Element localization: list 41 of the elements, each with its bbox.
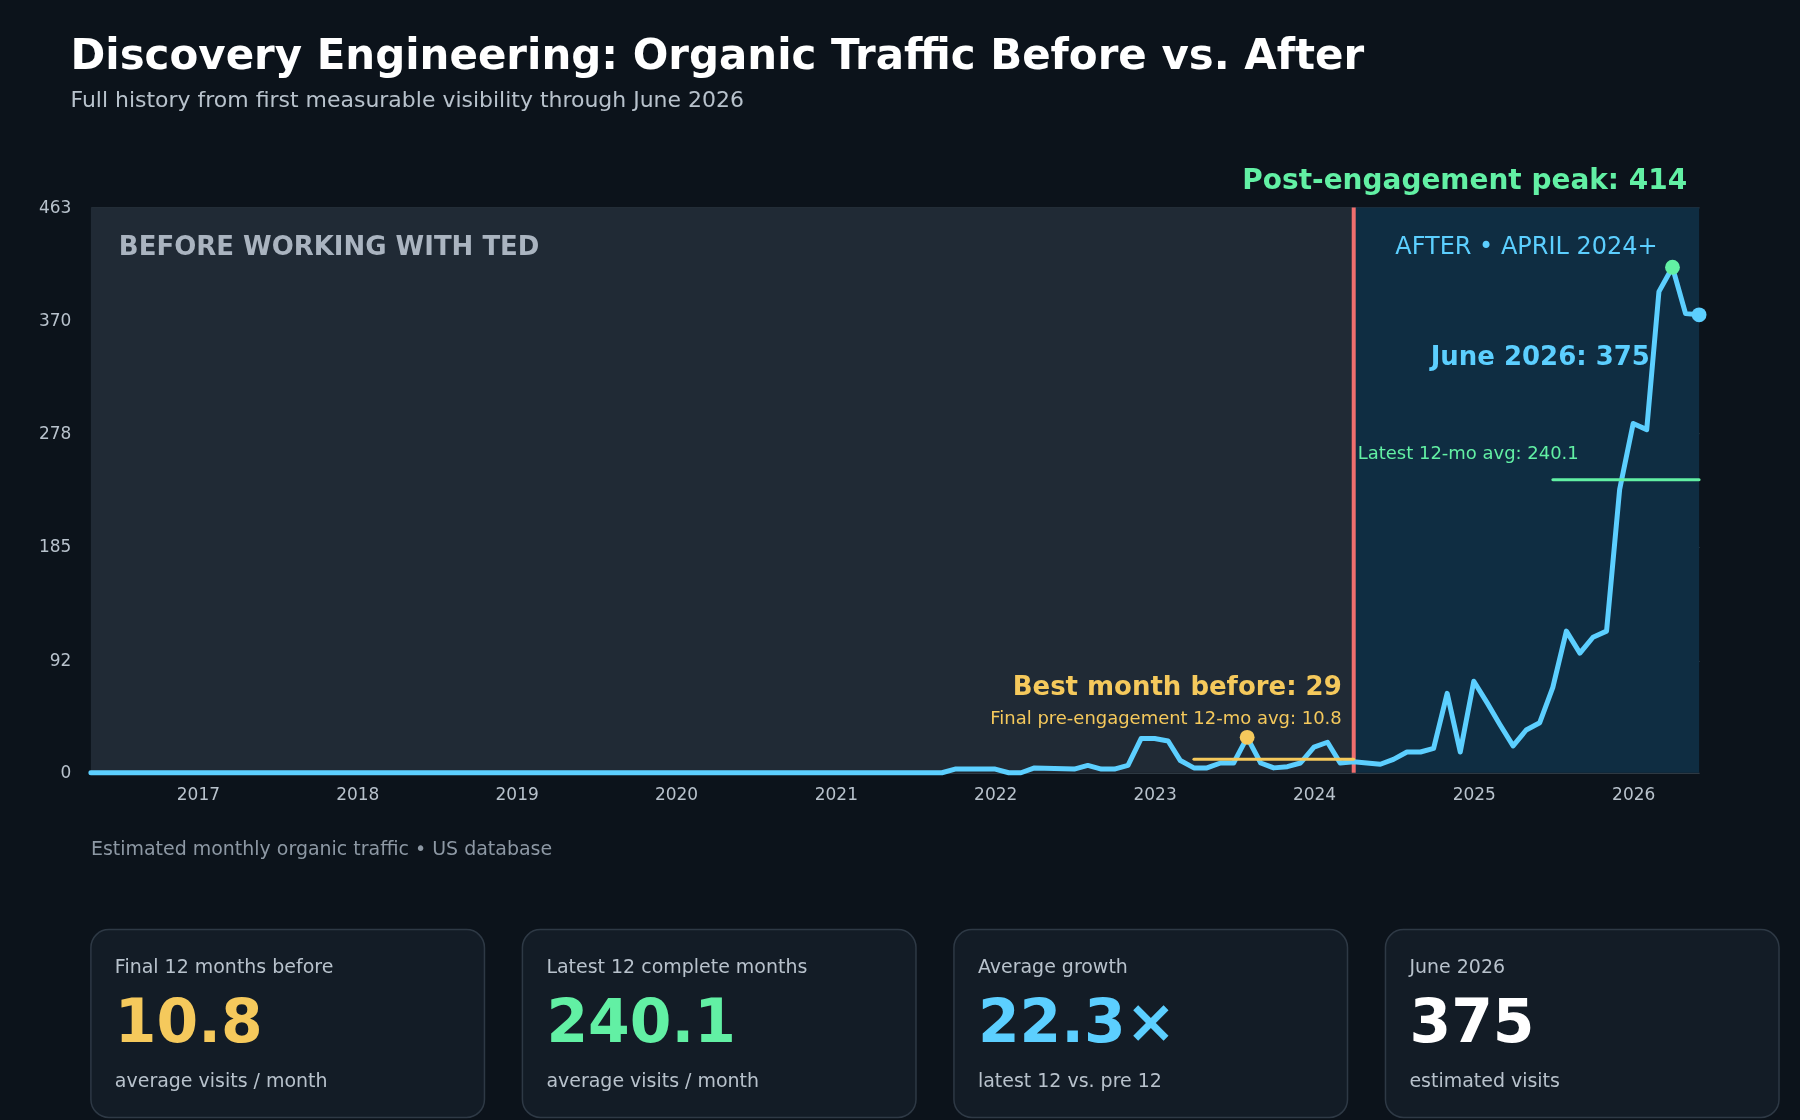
y-tick-label: 92 [49, 649, 72, 670]
text: 240.1 [546, 986, 736, 1057]
band-label: BEFORE WORKING WITH TED [118, 231, 540, 262]
x-tick-label: 2019 [495, 784, 539, 805]
x-tick-label: 2024 [1292, 784, 1337, 805]
text: Final 12 months before [114, 954, 334, 977]
text: 375 [1409, 986, 1535, 1057]
chart-title: Discovery Engineering: Organic Traffic Before vs. After [70, 29, 1365, 79]
text: latest 12 vs. pre 12 [977, 1069, 1162, 1092]
text: average visits / month [114, 1069, 328, 1092]
x-tick-label: 2022 [974, 784, 1018, 805]
band-label: AFTER • APRIL 2024+ [1395, 232, 1658, 261]
text: estimated visits [1409, 1069, 1560, 1092]
annotation: Best month before: 29 [1012, 670, 1342, 701]
text: Latest 12 complete months [546, 954, 808, 977]
annotation: Final pre-engagement 12-mo avg: 10.8 [990, 706, 1342, 728]
x-tick-label: 2026 [1612, 784, 1656, 805]
text: 22.3× [977, 986, 1176, 1057]
y-tick-label: 370 [39, 310, 72, 331]
x-tick-label: 2025 [1452, 784, 1496, 805]
text: June 2026 [1408, 954, 1506, 977]
point [1239, 729, 1255, 745]
annotation: Latest 12-mo avg: 240.1 [1357, 442, 1579, 464]
x-tick-label: 2017 [176, 784, 220, 805]
y-tick-label: 278 [39, 422, 72, 443]
point [1691, 307, 1707, 323]
point [1665, 259, 1680, 275]
annotation: June 2026: 375 [1428, 341, 1650, 372]
x-tick-label: 2021 [814, 784, 858, 805]
text: Post-engagement peak: 414 [1242, 163, 1688, 197]
text: 10.8 [114, 986, 263, 1057]
y-tick-label: 463 [39, 196, 72, 217]
x-tick-label: 2023 [1133, 784, 1177, 805]
text: average visits / month [546, 1069, 760, 1092]
y-tick-label: 0 [60, 762, 72, 783]
x-tick-label: 2018 [336, 784, 380, 805]
chart-subtitle: Full history from first measurable visibility through June 2026 [70, 86, 744, 112]
text: Average growth [977, 954, 1128, 977]
y-tick-label: 185 [39, 536, 72, 557]
text: Estimated monthly organic traffic • US database [90, 836, 553, 859]
x-tick-label: 2020 [654, 784, 699, 805]
